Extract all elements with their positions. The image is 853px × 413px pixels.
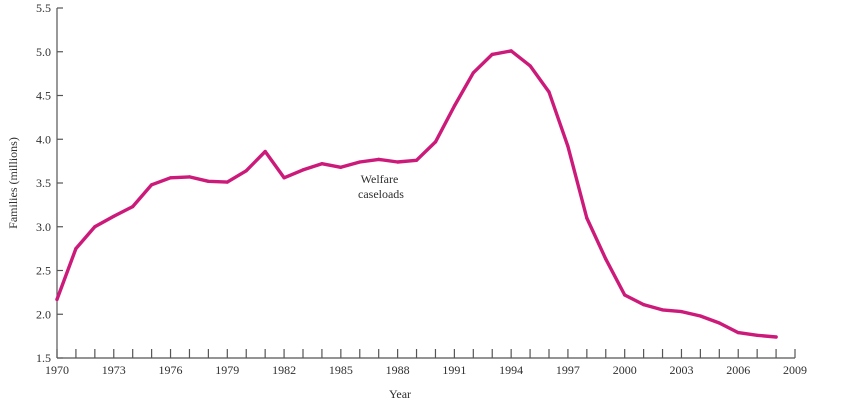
x-tick-label: 1994 [499,363,523,377]
data-point [414,158,419,162]
data-point [698,314,703,318]
data-point [509,49,513,53]
x-ticks: 1970 1973 1976 1979 1982 1985 1988 1991 1994 1997… [45,349,807,377]
data-point [358,160,362,164]
annotation-line-welfare: Welfare [361,172,399,186]
data-point [282,176,286,180]
data-point [547,90,551,94]
x-tick-label: 2000 [613,363,637,377]
y-tick-label: 2.0 [36,307,51,321]
data-point [433,140,438,144]
data-point [604,257,608,261]
data-point [244,169,248,173]
data-point [736,331,740,335]
data-point [301,168,305,172]
data-point [187,175,192,179]
data-point [339,165,343,169]
data-point [131,205,135,209]
y-tick-label: 3.0 [36,220,51,234]
x-tick-label: 2006 [726,363,750,377]
data-point [642,303,646,307]
y-tick-label: 5.0 [36,45,51,59]
y-tick-label: 3.5 [36,176,51,190]
data-point [660,308,665,312]
data-point [623,293,627,297]
data-point [679,310,684,314]
data-point [112,214,116,218]
y-tick-label: 4.0 [36,132,51,146]
y-ticks: 1.5 2.0 2.5 3.0 3.5 4.0 4.5 5.0 5.5 [36,1,63,365]
x-tick-label: 1985 [329,363,353,377]
axes [56,8,795,359]
series-group [55,49,778,339]
data-point [396,160,400,164]
y-tick-label: 5.5 [36,1,51,15]
y-axis-title: Families (millions) [6,137,20,229]
data-point [377,157,381,161]
data-point [225,180,229,184]
x-tick-label: 1973 [102,363,126,377]
data-point [566,144,570,148]
data-point [585,216,589,220]
data-point [528,64,532,68]
series-annotation: Welfare caseloads [358,172,404,201]
y-tick-label: 2.5 [36,264,51,278]
data-point [452,104,456,108]
data-point [55,297,59,301]
x-tick-label: 1976 [159,363,183,377]
data-point [206,179,210,183]
x-tick-label: 1988 [386,363,410,377]
y-tick-label: 4.5 [36,89,51,103]
x-axis-title: Year [389,387,411,401]
series-line-welfare-caseloads [55,49,778,339]
data-point [774,335,778,339]
data-point [93,225,97,229]
data-point [263,149,267,154]
data-point [717,321,721,325]
x-tick-label: 1982 [272,363,296,377]
data-point [490,52,494,57]
data-point [471,71,475,75]
data-point [755,333,759,337]
x-tick-label: 1997 [556,363,580,377]
data-point [74,247,78,251]
x-tick-label: 2009 [783,363,807,377]
data-point [150,183,154,187]
data-point [168,176,173,180]
x-tick-label: 2003 [669,363,693,377]
x-tick-label: 1979 [215,363,239,377]
x-tick-label: 1991 [442,363,466,377]
x-tick-label: 1970 [45,363,69,377]
y-tick-label: 1.5 [36,351,51,365]
data-point [320,162,324,166]
annotation-line-caseloads: caseloads [358,187,404,201]
